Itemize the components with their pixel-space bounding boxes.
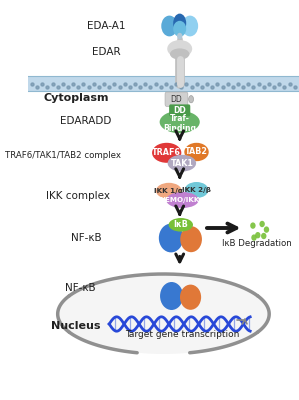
Ellipse shape — [184, 182, 208, 198]
Ellipse shape — [260, 221, 265, 227]
Text: Traf-
Binding: Traf- Binding — [163, 114, 196, 133]
Ellipse shape — [170, 48, 190, 60]
Ellipse shape — [255, 232, 260, 238]
Text: TAB2: TAB2 — [185, 148, 208, 156]
Ellipse shape — [168, 155, 196, 172]
Text: IκB Degradation: IκB Degradation — [222, 239, 292, 248]
Ellipse shape — [189, 96, 193, 103]
Text: IκB: IκB — [173, 220, 188, 229]
Ellipse shape — [261, 233, 266, 239]
Text: IKK complex: IKK complex — [46, 191, 110, 201]
Ellipse shape — [160, 282, 183, 310]
Ellipse shape — [184, 143, 209, 161]
Text: DD: DD — [173, 106, 186, 115]
Ellipse shape — [152, 143, 181, 163]
Text: IKK 2/β: IKK 2/β — [182, 187, 211, 193]
Text: TRAF6/TAK1/TAB2 complex: TRAF6/TAK1/TAB2 complex — [5, 152, 121, 160]
Ellipse shape — [180, 226, 202, 252]
Ellipse shape — [170, 108, 189, 116]
Text: IKK 1/α: IKK 1/α — [155, 188, 183, 194]
Ellipse shape — [264, 226, 269, 233]
Text: NF-κB: NF-κB — [65, 283, 96, 293]
FancyBboxPatch shape — [169, 104, 190, 116]
Text: Cytoplasm: Cytoplasm — [44, 93, 109, 103]
Ellipse shape — [156, 183, 182, 199]
Bar — [28, 76, 299, 91]
Text: TRAF6: TRAF6 — [152, 148, 181, 157]
Ellipse shape — [173, 14, 186, 33]
Ellipse shape — [250, 222, 256, 229]
Text: NEMO/IKKγ: NEMO/IKKγ — [160, 197, 205, 203]
Text: EDAR: EDAR — [92, 47, 121, 57]
Ellipse shape — [173, 21, 186, 37]
Text: Target gene transcription: Target gene transcription — [125, 330, 239, 339]
Text: EDA-A1: EDA-A1 — [87, 21, 126, 31]
FancyBboxPatch shape — [165, 92, 188, 106]
Ellipse shape — [169, 218, 193, 232]
Ellipse shape — [167, 40, 192, 58]
Text: TAK1: TAK1 — [170, 159, 193, 168]
Text: EDARADD: EDARADD — [60, 116, 112, 126]
Ellipse shape — [251, 234, 257, 241]
Text: Nucleus: Nucleus — [51, 321, 100, 331]
Text: DD: DD — [170, 95, 182, 104]
Ellipse shape — [161, 16, 178, 36]
Ellipse shape — [180, 285, 201, 310]
Ellipse shape — [58, 274, 269, 354]
Ellipse shape — [182, 16, 198, 36]
Ellipse shape — [177, 33, 182, 39]
Text: NF-κB: NF-κB — [71, 233, 101, 243]
Ellipse shape — [166, 192, 199, 208]
Ellipse shape — [159, 224, 183, 252]
Ellipse shape — [160, 111, 200, 133]
